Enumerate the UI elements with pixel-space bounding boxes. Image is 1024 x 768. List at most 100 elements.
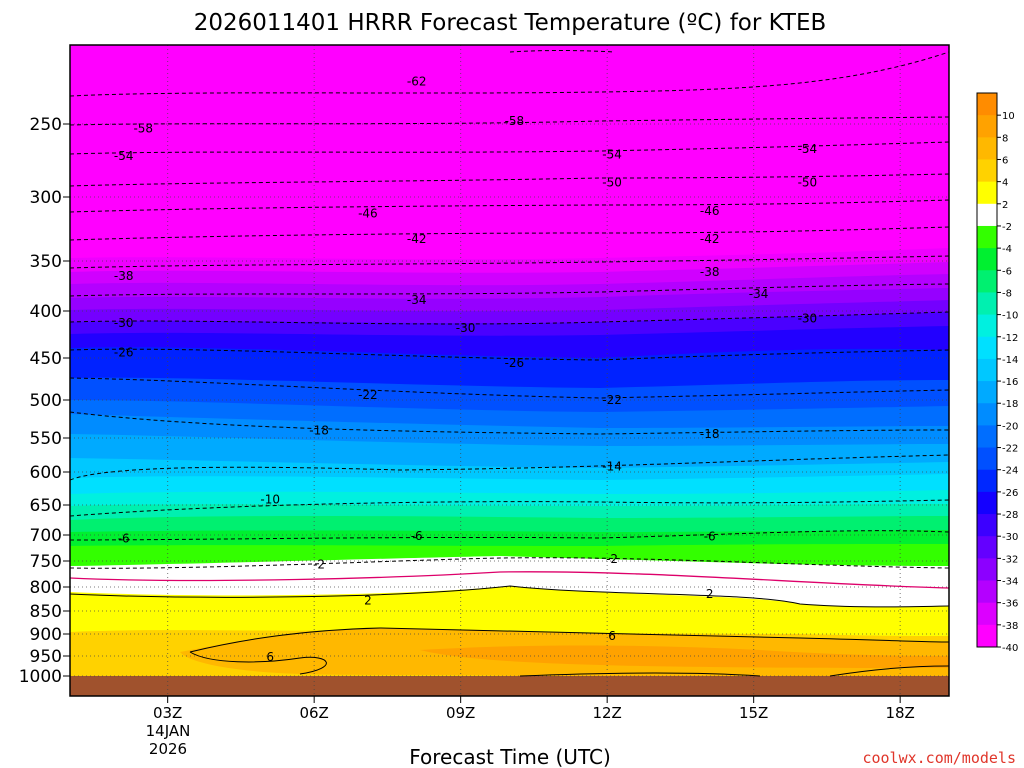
contour-label: 6 xyxy=(266,650,274,664)
contour-minus-30 xyxy=(70,311,949,325)
contour-label: -2 xyxy=(313,558,325,572)
contour-label: -38 xyxy=(114,269,134,283)
contour-minus-62 xyxy=(70,51,949,97)
contour-label: -42 xyxy=(700,232,720,246)
contour-label: -2 xyxy=(606,552,618,566)
ground-surface xyxy=(70,676,949,696)
colorbar-swatch xyxy=(977,203,997,227)
contour-label: -18 xyxy=(700,427,720,441)
y-tick-label: 850 xyxy=(30,602,62,622)
y-tick-label: 950 xyxy=(30,647,62,667)
contour-minus-42 xyxy=(70,226,949,241)
y-tick-label: 400 xyxy=(30,302,62,322)
y-tick-label: 550 xyxy=(30,429,62,449)
colorbar-swatch xyxy=(977,514,997,537)
colorbar-tick-label: -26 xyxy=(1002,488,1018,499)
colorbar-swatch xyxy=(977,270,997,293)
colorbar-swatch xyxy=(977,159,997,183)
y-tick-label: 800 xyxy=(30,578,62,598)
colorbar-tick-label: -14 xyxy=(1002,355,1018,366)
contour-label: -46 xyxy=(700,204,720,218)
contour-minus-6 xyxy=(70,530,949,541)
x-date-label-day: 14JAN xyxy=(146,722,191,740)
x-tick-label: 18Z xyxy=(885,704,914,722)
colorbar: 10 8 6 4 2 -2 -4 -6 -8 -10 -12 -14 -16 -18 -20 -22 -24 -2… xyxy=(976,92,1018,654)
colorbar-tick-label: -38 xyxy=(1002,621,1018,632)
y-tick-label: 600 xyxy=(30,463,62,483)
contour-minus-50 xyxy=(70,173,949,187)
colorbar-tick-label: -16 xyxy=(1002,377,1018,388)
colorbar-tick-label: 8 xyxy=(1002,133,1008,144)
contour-minus-46 xyxy=(70,199,949,213)
y-tick-label: 700 xyxy=(30,526,62,546)
colorbar-tick-label: 4 xyxy=(1002,178,1008,189)
contour-minus-58 xyxy=(70,116,949,126)
contour-plus-2 xyxy=(70,585,949,608)
colorbar-swatch xyxy=(977,137,997,160)
contour-minus-38 xyxy=(70,255,949,269)
contour-label: -14 xyxy=(602,460,622,474)
x-tick-label: 12Z xyxy=(592,704,621,722)
colorbar-swatch xyxy=(977,447,997,471)
colorbar-tick-label: 2 xyxy=(1002,200,1008,211)
band-8-to-10 xyxy=(420,645,949,668)
contour-label: -26 xyxy=(505,356,525,370)
contour-minus-22 xyxy=(70,377,949,399)
contour-minus-26 xyxy=(70,348,949,361)
colorbar-tick-label: -12 xyxy=(1002,333,1018,344)
colorbar-tick-label: -8 xyxy=(1002,288,1012,299)
contour-label: -6 xyxy=(411,529,423,543)
contour-minus-10 xyxy=(70,499,949,517)
colorbar-swatch xyxy=(977,381,997,404)
contour-lines xyxy=(70,50,949,677)
x-axis: 03Z 06Z 09Z 12Z 15Z 18Z xyxy=(153,696,915,722)
credit-text[interactable]: coolwx.com/models xyxy=(862,749,1016,767)
contour-label: 2 xyxy=(706,587,714,601)
x-date-label-year: 2026 xyxy=(149,740,187,758)
contour-minus-2 xyxy=(70,557,949,569)
x-tick-label: 06Z xyxy=(299,704,328,722)
y-tick-label: 450 xyxy=(30,349,62,369)
contour-plus-6 xyxy=(189,627,949,653)
colorbar-tick-label: -30 xyxy=(1002,532,1018,543)
contour-0 xyxy=(70,571,949,589)
colorbar-tick-label: -18 xyxy=(1002,399,1018,410)
contour-label: -30 xyxy=(456,321,476,335)
contour-label: -46 xyxy=(358,207,378,221)
colorbar-tick-label: -6 xyxy=(1002,266,1012,277)
contour-minus-34 xyxy=(70,283,949,297)
contour-minus-54 xyxy=(70,141,949,155)
colorbar-swatch xyxy=(977,314,997,338)
contour-label: -50 xyxy=(602,175,622,189)
colorbar-swatch xyxy=(977,336,997,360)
colorbar-swatch xyxy=(977,93,997,116)
colorbar-tick-label: 10 xyxy=(1002,111,1015,122)
contour-minus-66 xyxy=(509,50,615,53)
plot-frame xyxy=(69,44,950,697)
colorbar-tick-label: -2 xyxy=(1002,222,1012,233)
y-tick-label: 350 xyxy=(30,252,62,272)
contour-label: -18 xyxy=(309,423,329,437)
contour-label: -22 xyxy=(602,393,622,407)
contour-minus-18 xyxy=(70,411,949,435)
contour-label: -6 xyxy=(118,532,130,546)
colorbar-tick-label: -34 xyxy=(1002,577,1018,588)
colorbar-tick-label: -32 xyxy=(1002,554,1018,565)
colorbar-tick-label: 6 xyxy=(1002,155,1008,166)
colorbar-swatch xyxy=(977,181,997,205)
contour-plus-6-lower xyxy=(189,651,327,675)
colorbar-swatch xyxy=(977,403,997,426)
x-tick-label: 15Z xyxy=(739,704,768,722)
colorbar-swatch xyxy=(977,115,997,138)
plot-area: -62-58-58-54 -54 -54-50 -50-46 -46-42 -42-38-… xyxy=(70,45,949,696)
colorbar-tick-label: -24 xyxy=(1002,466,1018,477)
colorbar-swatch xyxy=(977,425,997,449)
colorbar-swatch xyxy=(977,292,997,316)
colorbar-tick-label: -10 xyxy=(1002,311,1018,322)
y-tick-label: 900 xyxy=(30,625,62,645)
colorbar-tick-label: -40 xyxy=(1002,643,1018,654)
colorbar-tick-label: -4 xyxy=(1002,244,1012,255)
colorbar-swatch xyxy=(977,469,997,493)
colorbar-swatch xyxy=(977,602,997,626)
